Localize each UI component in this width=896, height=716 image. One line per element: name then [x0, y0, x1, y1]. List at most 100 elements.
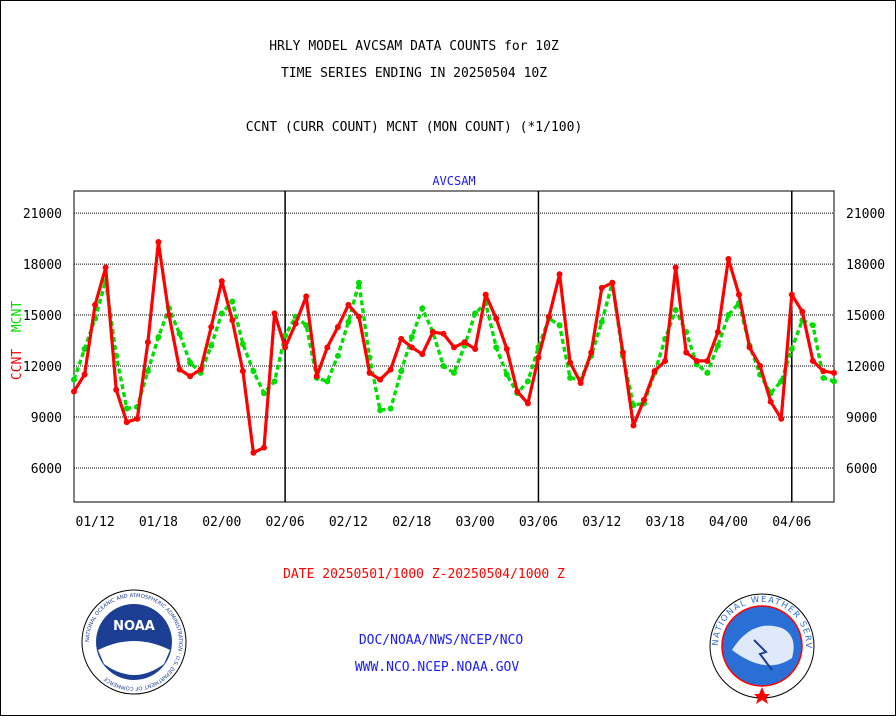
data-point-ccnt	[113, 386, 120, 393]
data-point-ccnt	[313, 373, 320, 380]
data-point-mcnt	[419, 305, 426, 312]
data-point-ccnt	[197, 366, 204, 373]
data-point-ccnt	[324, 344, 331, 351]
data-point-mcnt	[567, 374, 574, 381]
data-point-mcnt	[451, 369, 457, 376]
nws-logo-lightning	[753, 639, 773, 671]
x-tick-label: 02/00	[202, 515, 241, 530]
y-tick-label-right: 9000	[846, 411, 877, 426]
data-point-mcnt	[239, 340, 246, 347]
data-point-mcnt	[334, 352, 341, 359]
data-point-ccnt	[809, 357, 816, 364]
x-tick-label: 02/06	[266, 515, 305, 530]
data-point-mcnt	[820, 374, 827, 381]
noaa-logo-bird	[98, 641, 170, 675]
data-point-ccnt	[271, 310, 278, 317]
data-point-mcnt	[377, 407, 384, 414]
data-point-ccnt	[440, 330, 447, 337]
data-point-ccnt	[704, 357, 711, 364]
data-point-ccnt	[683, 349, 690, 356]
data-point-mcnt	[261, 390, 267, 397]
data-point-mcnt	[704, 369, 711, 376]
data-point-ccnt	[123, 419, 130, 426]
data-point-ccnt	[757, 363, 764, 370]
data-point-mcnt	[809, 322, 816, 329]
data-point-ccnt	[102, 264, 109, 271]
data-point-ccnt	[630, 422, 637, 429]
data-point-ccnt	[651, 368, 658, 375]
data-point-ccnt	[714, 329, 721, 336]
chart-title-line-1: HRLY MODEL AVCSAM DATA COUNTS for 10Z	[269, 39, 559, 54]
data-point-mcnt	[271, 378, 278, 385]
data-point-ccnt	[282, 344, 289, 351]
data-point-mcnt	[229, 298, 236, 305]
data-point-ccnt	[429, 329, 436, 336]
noaa-logo-text: NOAA	[113, 619, 155, 634]
data-point-ccnt	[619, 349, 626, 356]
plot-area-border	[73, 190, 835, 503]
chart-title-line-2: TIME SERIES ENDING IN 20250504 10Z	[280, 66, 548, 81]
x-tick-label: 02/12	[329, 515, 368, 530]
data-point-mcnt	[81, 346, 88, 353]
data-point-ccnt	[229, 317, 236, 324]
data-point-ccnt	[577, 380, 584, 387]
data-point-ccnt	[546, 313, 552, 320]
data-point-ccnt	[155, 238, 162, 245]
website-label: WWW.NCO.NCEP.NOAA.GOV	[354, 660, 520, 675]
y-tick-label-right: 12000	[846, 360, 885, 375]
x-tick-label: 03/12	[582, 515, 621, 530]
data-point-ccnt	[556, 271, 563, 278]
data-point-ccnt	[778, 415, 785, 422]
data-point-mcnt	[493, 344, 500, 351]
y-tick-label-left: 15000	[23, 309, 62, 324]
data-point-ccnt	[408, 344, 415, 351]
y-tick-label-left: 18000	[23, 258, 62, 273]
data-point-mcnt	[123, 405, 130, 412]
org-label: DOC/NOAA/NWS/NCEP/NCO	[358, 633, 524, 648]
nws-ring-text: NATIONAL WEATHER SERVICE	[1, 1, 813, 650]
data-point-ccnt	[609, 279, 616, 286]
data-point-ccnt	[451, 344, 457, 351]
data-point-mcnt	[831, 378, 837, 385]
data-point-mcnt	[524, 378, 531, 385]
data-point-mcnt	[324, 378, 331, 385]
chart-subtitle: AVCSAM	[432, 174, 475, 188]
x-tick-label: 03/18	[646, 515, 685, 530]
data-point-ccnt	[208, 323, 215, 330]
data-point-ccnt	[461, 339, 468, 346]
data-point-ccnt	[239, 368, 246, 375]
x-tick-label: 04/00	[709, 515, 748, 530]
y-tick-label-right: 21000	[846, 207, 885, 222]
data-point-ccnt	[144, 339, 151, 346]
y-tick-label-right: 15000	[846, 309, 885, 324]
data-point-ccnt	[398, 335, 405, 342]
data-point-ccnt	[820, 368, 827, 375]
data-point-ccnt	[493, 315, 500, 322]
x-tick-label: 04/06	[772, 515, 811, 530]
y-axis-label-group: CCNT MCNT	[10, 301, 25, 380]
data-point-mcnt	[725, 312, 732, 319]
data-point-ccnt	[187, 373, 194, 380]
data-point-ccnt	[693, 357, 700, 364]
series-legend-line: CCNT (CURR COUNT) MCNT (MON COUNT) (*1/1…	[245, 120, 583, 135]
data-point-ccnt	[387, 366, 394, 373]
data-point-ccnt	[334, 323, 341, 330]
data-point-ccnt	[366, 369, 373, 376]
data-point-ccnt	[767, 398, 774, 405]
data-point-mcnt	[598, 318, 605, 325]
data-point-mcnt	[408, 334, 415, 341]
data-point-ccnt	[134, 415, 141, 422]
data-point-ccnt	[725, 255, 732, 262]
y-tick-label-left: 21000	[23, 207, 62, 222]
data-point-ccnt	[377, 376, 384, 383]
data-point-ccnt	[92, 301, 99, 308]
data-point-ccnt	[218, 278, 225, 285]
y-tick-label-right: 6000	[846, 462, 877, 477]
y-tick-label-left: 9000	[31, 411, 62, 426]
data-point-mcnt	[345, 318, 352, 325]
data-point-mcnt	[187, 359, 194, 366]
data-point-mcnt	[282, 332, 289, 339]
data-point-mcnt	[208, 342, 215, 349]
data-point-ccnt	[567, 359, 574, 366]
